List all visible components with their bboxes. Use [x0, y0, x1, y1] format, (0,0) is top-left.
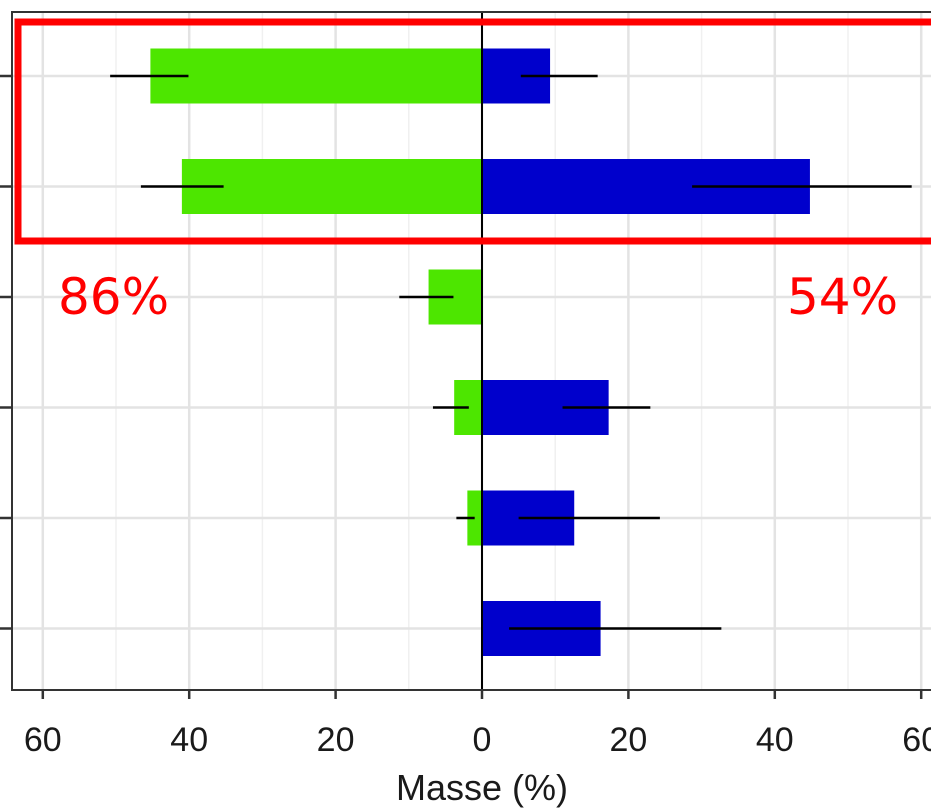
bar — [150, 48, 483, 104]
highlight-box — [14, 18, 931, 245]
x-tick-label: 60 — [24, 721, 62, 759]
x-tick-label: 40 — [170, 721, 208, 759]
x-tick-label: 40 — [756, 721, 794, 759]
x-tick-label: 20 — [317, 721, 355, 759]
panel-border — [11, 11, 931, 691]
x-tick-label: 20 — [609, 721, 647, 759]
y-axis-ticks — [0, 74, 12, 630]
bars — [150, 48, 810, 656]
x-tick-label: 0 — [473, 721, 492, 759]
x-tick-label: 60 — [902, 721, 931, 759]
bar — [181, 159, 482, 214]
error-bars — [110, 74, 912, 630]
grid — [12, 12, 931, 690]
x-axis-label: Masse (%) — [396, 767, 568, 808]
annotation-left: 86% — [58, 268, 169, 326]
annotation-right: 54% — [787, 268, 898, 326]
x-axis-ticks: 60 40 20 0 20 40 60 — [24, 690, 931, 759]
